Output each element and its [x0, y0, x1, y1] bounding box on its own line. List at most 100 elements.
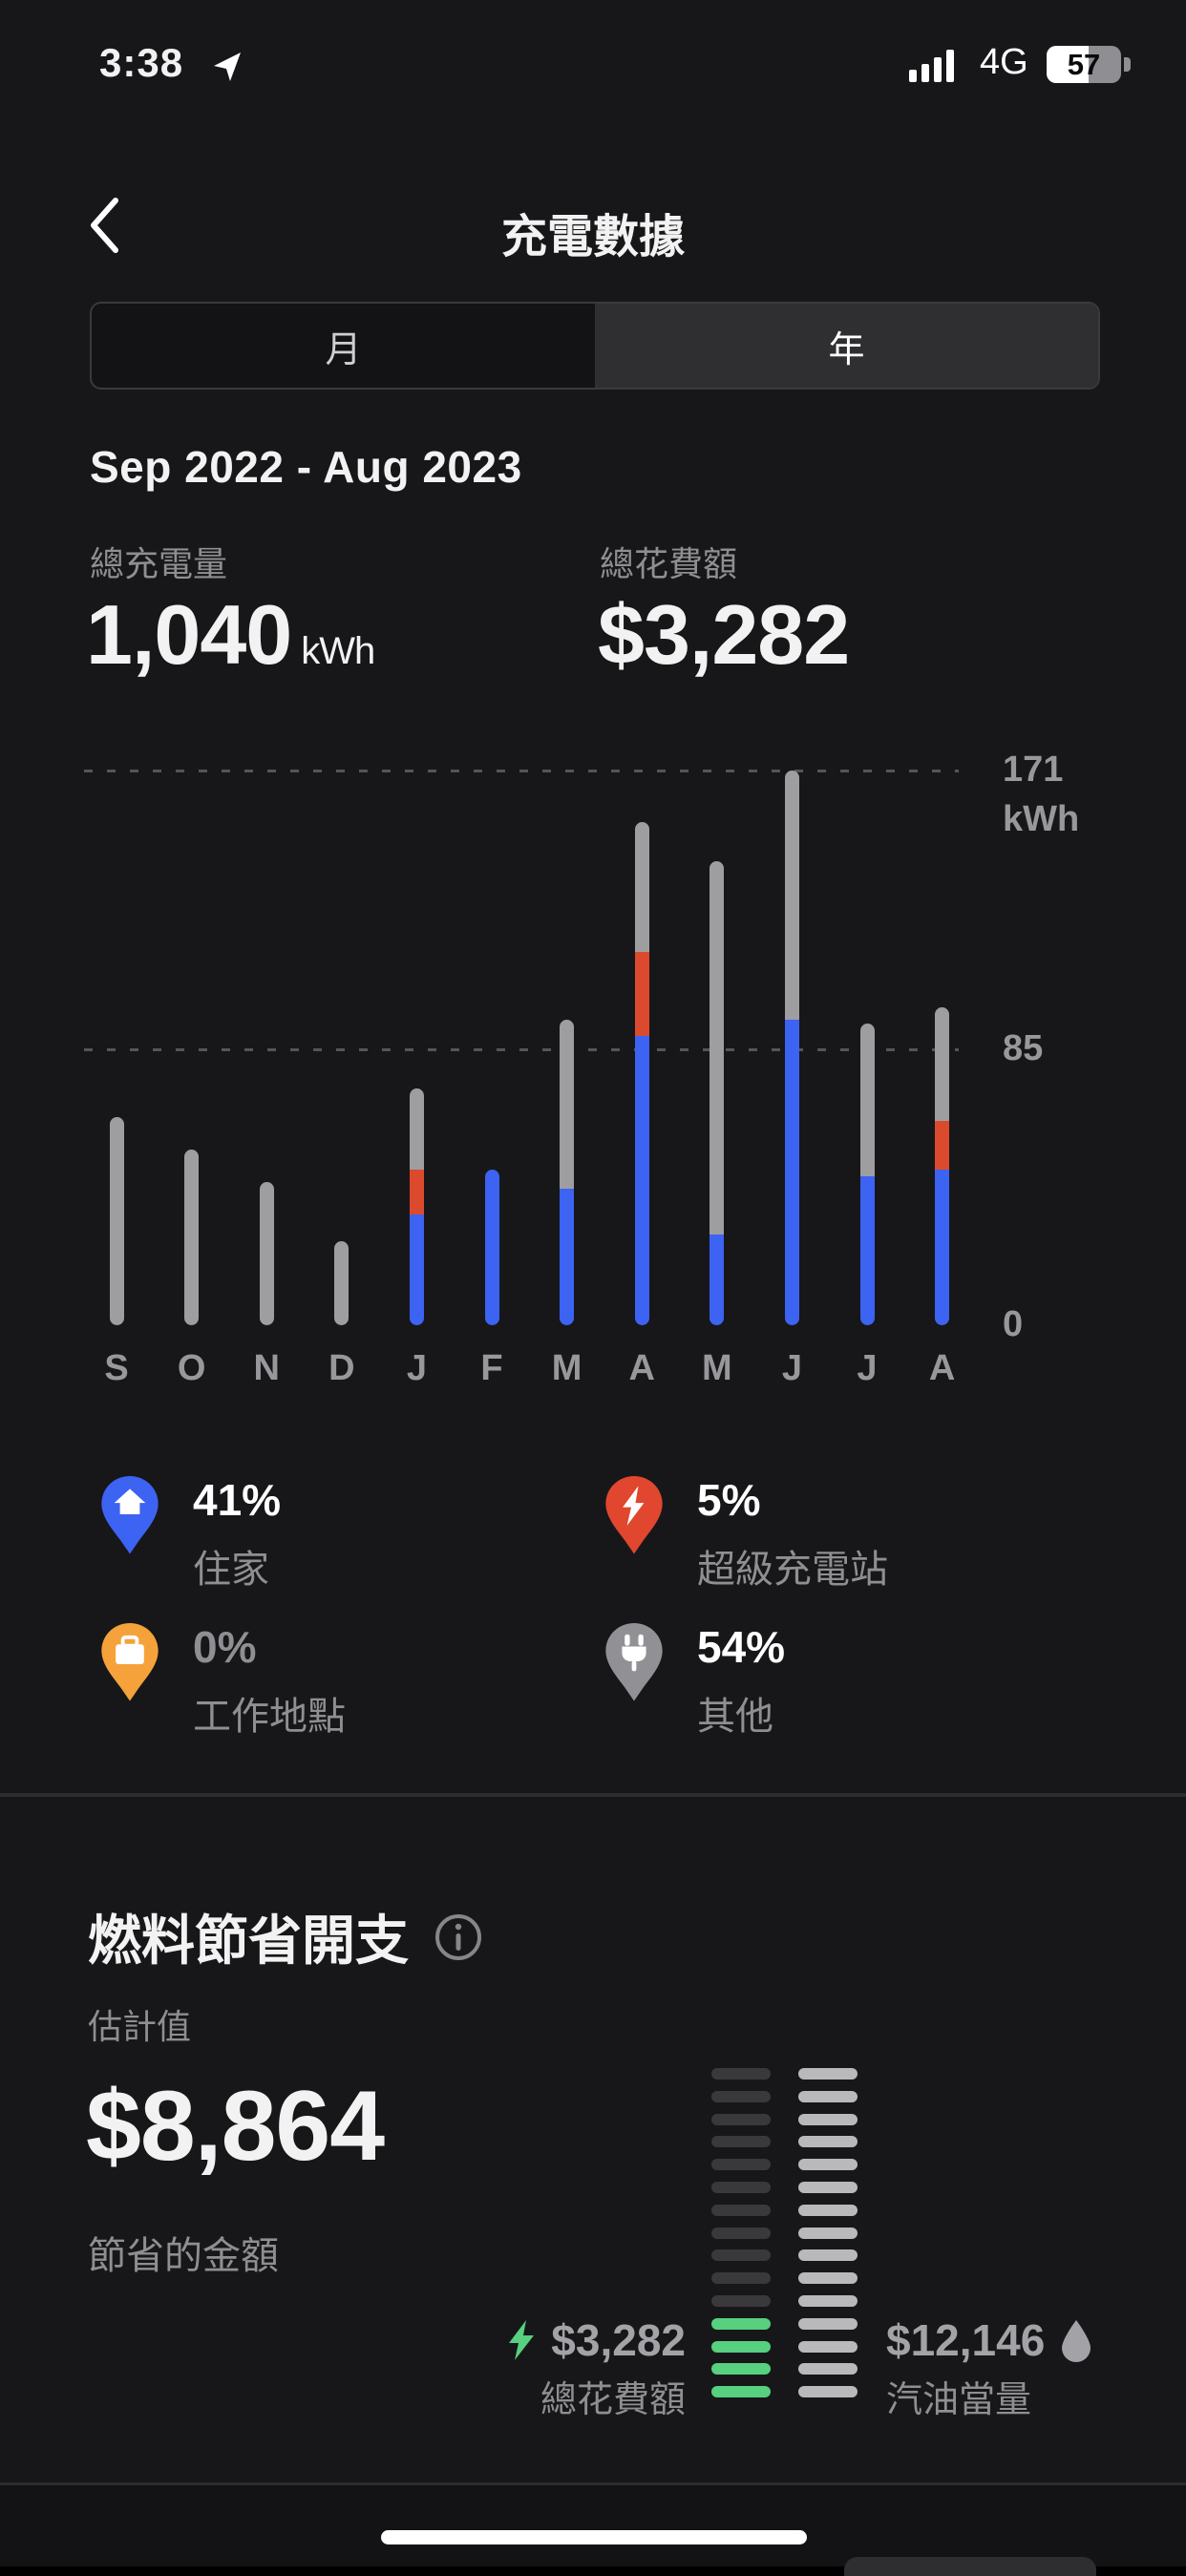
- comparison-dash: [798, 2159, 858, 2171]
- comparison-dash: [711, 2340, 771, 2353]
- chart-bar-3-N: [259, 1182, 274, 1325]
- comparison-dash: [798, 2227, 858, 2239]
- x-axis-month-label: O: [177, 1348, 206, 1388]
- total-energy-number: 1,040: [86, 587, 292, 682]
- bar-segment: [484, 1169, 499, 1325]
- tab-month[interactable]: 月: [325, 329, 362, 370]
- electric-cost-value: $3,282: [507, 2314, 686, 2366]
- comparison-dash: [711, 2136, 771, 2148]
- section-divider: [0, 1793, 1186, 1797]
- bar-segment: [709, 860, 725, 1235]
- bar-segment: [634, 952, 649, 1037]
- comparison-dash: [711, 2159, 771, 2171]
- electric-cost-number: $3,282: [551, 2315, 686, 2365]
- total-cost-value: $3,282: [598, 587, 850, 682]
- comparison-dash: [711, 2113, 771, 2125]
- bar-segment: [935, 1120, 950, 1170]
- legend-percent: 54%: [697, 1622, 786, 1672]
- comparison-dash: [798, 2249, 858, 2262]
- info-icon[interactable]: [434, 1912, 483, 1962]
- legend-label: 其他: [697, 1695, 773, 1738]
- x-axis-month-label: A: [628, 1348, 655, 1388]
- bar-segment: [634, 822, 649, 952]
- total-energy-unit: kWh: [301, 630, 375, 672]
- comparison-dash: [798, 2386, 858, 2398]
- bar-segment: [409, 1087, 424, 1170]
- bolt-icon: [509, 2320, 535, 2360]
- back-button[interactable]: [88, 195, 145, 256]
- comparison-dash: [798, 2317, 858, 2330]
- comparison-dash: [711, 2249, 771, 2262]
- comparison-dash: [798, 2090, 858, 2102]
- bar-segment: [784, 1020, 799, 1325]
- bar-segment: [259, 1182, 274, 1325]
- chart-bar-10-J: [784, 770, 799, 1325]
- x-axis-month-label: J: [857, 1348, 878, 1388]
- y-axis-tick-label: 0: [1003, 1304, 1024, 1344]
- location-arrow-icon: [214, 53, 241, 81]
- comparison-dash: [798, 2204, 858, 2216]
- legend-percent: 5%: [697, 1475, 761, 1525]
- chart-bar-8-A: [634, 822, 649, 1325]
- comparison-dash: [798, 2136, 858, 2148]
- comparison-dash: [711, 2386, 771, 2398]
- chart-gridline: [84, 1048, 959, 1051]
- comparison-dash: [798, 2068, 858, 2080]
- gas-cost-label: 汽油當量: [886, 2380, 1032, 2420]
- bar-segment: [784, 770, 799, 1021]
- gas-cost-value: $12,146: [886, 2314, 1092, 2366]
- comparison-dash: [798, 2113, 858, 2125]
- comparison-dash: [711, 2363, 771, 2375]
- bar-segment: [109, 1117, 124, 1325]
- comparison-dash: [798, 2272, 858, 2285]
- x-axis-month-label: A: [928, 1348, 956, 1388]
- battery-fill: [1047, 46, 1090, 83]
- legend-percent: 0%: [193, 1622, 257, 1672]
- battery-icon: 57: [1047, 46, 1121, 83]
- tab-year[interactable]: 年: [595, 304, 1098, 388]
- comparison-dash: [711, 2204, 771, 2216]
- bottom-sheet-peek: [844, 2557, 1096, 2576]
- chart-bar-7-M: [560, 1020, 575, 1325]
- battery-nub: [1124, 57, 1131, 72]
- bottom-bar: [0, 2484, 1186, 2566]
- x-axis-month-label: S: [104, 1348, 129, 1388]
- chart-gridline: [84, 769, 959, 772]
- chart-bar-4-D: [334, 1240, 349, 1325]
- comparison-dash: [798, 2363, 858, 2375]
- bar-segment: [409, 1169, 424, 1215]
- legend-item-2: 5% 超級充電站: [605, 1476, 888, 1594]
- chart-bar-5-J: [409, 1087, 424, 1325]
- chart-bar-11-J: [859, 1023, 875, 1325]
- saved-amount-value: $8,864: [86, 2071, 385, 2182]
- bottom-divider: [0, 2482, 1186, 2485]
- comparison-dash: [798, 2295, 858, 2307]
- chart-bar-1-S: [109, 1117, 124, 1325]
- chevron-left-icon: [91, 198, 118, 253]
- x-axis-month-label: D: [328, 1348, 355, 1388]
- plug-pin-icon: [605, 1623, 663, 1701]
- x-axis-month-label: M: [551, 1348, 582, 1388]
- comparison-dash: [711, 2272, 771, 2285]
- home-indicator[interactable]: [381, 2530, 807, 2544]
- bar-segment: [560, 1189, 575, 1325]
- comparison-dash: [711, 2182, 771, 2193]
- chart-bar-12-A: [935, 1006, 950, 1325]
- chart-bar-9-M: [709, 860, 725, 1325]
- legend-label: 工作地點: [193, 1695, 346, 1738]
- page-title: 充電數據: [500, 212, 685, 263]
- x-axis-month-label: F: [480, 1348, 503, 1388]
- x-axis-month-label: M: [701, 1348, 732, 1388]
- bolt-pin-icon: [605, 1476, 663, 1554]
- x-axis-month-label: J: [781, 1348, 802, 1388]
- briefcase-pin-icon: [101, 1623, 159, 1701]
- y-axis-tick-label: 171: [1003, 749, 1064, 790]
- comparison-dash: [711, 2317, 771, 2330]
- legend-percent: 41%: [193, 1475, 282, 1525]
- comparison-dash: [711, 2227, 771, 2239]
- comparison-dash: [798, 2340, 858, 2353]
- bar-segment: [935, 1169, 950, 1325]
- fuel-savings-title: 燃料節省開支: [88, 1898, 483, 1975]
- bar-segment: [859, 1023, 875, 1176]
- bar-segment: [634, 1036, 649, 1325]
